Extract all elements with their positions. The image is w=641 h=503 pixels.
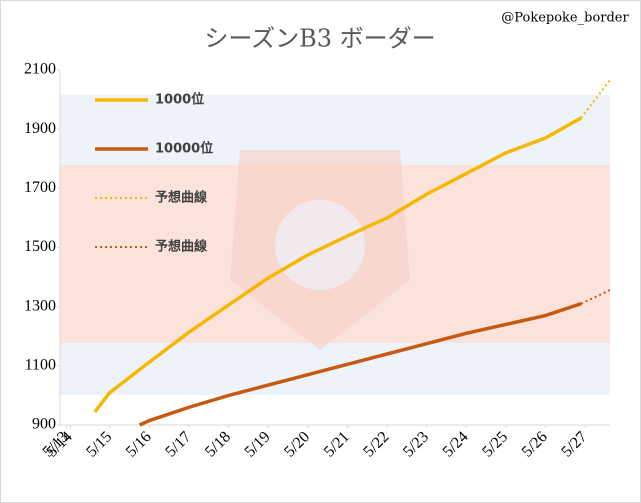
series-line: [93, 116, 582, 414]
y-tick-label: 900: [32, 416, 56, 433]
y-tick-label: 1300: [24, 297, 56, 314]
series-line: [138, 302, 582, 427]
y-tick-label: 1500: [24, 238, 56, 255]
y-tick-label: 1700: [24, 179, 56, 196]
watermark-ball: [275, 200, 365, 290]
legend-label: 1000位: [155, 92, 204, 108]
y-tick-label: 2100: [24, 61, 56, 78]
y-tick-label: 1100: [25, 357, 56, 374]
series-line: [580, 289, 611, 305]
chart-title: シーズンB3 ボーダー: [204, 25, 435, 53]
legend-label: 予想曲線: [155, 239, 208, 255]
y-tick-label: 1900: [24, 120, 56, 137]
legend-label: 予想曲線: [155, 190, 208, 206]
annotation: @Pokepoke_border: [501, 11, 629, 26]
legend-label: 10000位: [155, 141, 213, 157]
